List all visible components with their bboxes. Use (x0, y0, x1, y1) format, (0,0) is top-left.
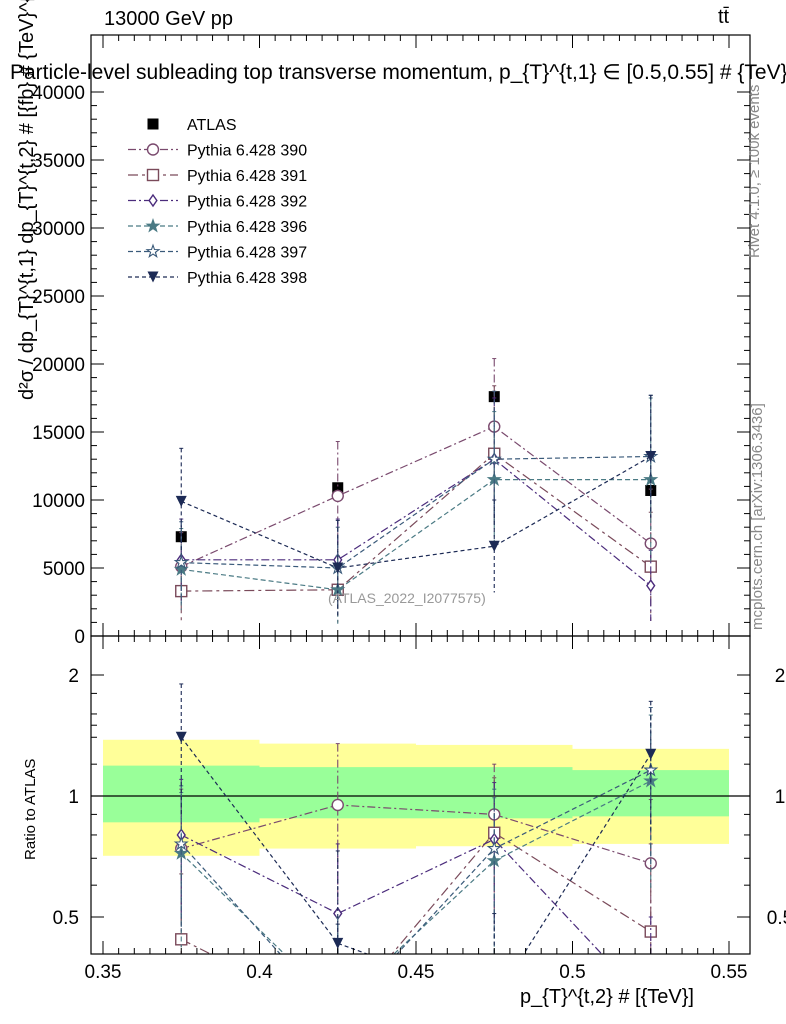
ratio-point-s398 (645, 748, 657, 760)
ratio-line-s392 (181, 834, 603, 954)
legend-marker-s396 (145, 218, 161, 233)
ratio-y-tick-label-right: 0.5 (767, 908, 786, 929)
main-series-s397 (173, 390, 659, 609)
main-y-tick-label: 20000 (32, 355, 85, 376)
x-axis-label: p_{T}^{t,2} # [{TeV}] (520, 986, 694, 1008)
ratio-y-tick-label: 1 (68, 787, 79, 808)
ratio-frame (90, 635, 751, 955)
main-line-s392 (181, 458, 652, 587)
mcplots-label: mcplots.cern.ch [arXiv:1306.3436] (749, 403, 766, 630)
main-point-s398 (332, 562, 344, 574)
x-tick-label: 0.4 (246, 962, 273, 983)
main-line-s398 (181, 455, 651, 569)
main-series-s398 (175, 394, 657, 616)
ratio-y-tick-label-right: 1 (775, 787, 786, 808)
main-point-s397 (486, 451, 502, 466)
main-y-tick-label: 0 (74, 627, 85, 648)
legend-label-s398: Pythia 6.428 398 (187, 270, 307, 287)
legend-marker-atlas (147, 118, 159, 130)
ratio-y-tick-label-right: 2 (775, 666, 786, 687)
legend-label-s390: Pythia 6.428 390 (187, 143, 307, 160)
ratio-series-s398 (175, 683, 657, 1006)
main-point-s398 (645, 450, 657, 462)
ratio-point-s398 (489, 995, 500, 1006)
chart-title-text: Particle-level subleading top transverse… (10, 61, 786, 84)
legend-label-s391: Pythia 6.428 391 (187, 168, 307, 185)
main-y-tick-label: 40000 (32, 83, 85, 104)
main-point-s398 (175, 495, 187, 507)
legend: ATLAS Pythia 6.428 390 Pythia 6.428 391 Pyt… (128, 117, 307, 287)
ratio-y-tick-label: 2 (68, 666, 79, 687)
ratio-point-s391 (332, 1013, 343, 1024)
x-tick-label: 0.55 (711, 962, 748, 983)
main-line-s391 (181, 453, 652, 592)
ratio-point-s397 (332, 1012, 344, 1023)
ratio-point-s398 (332, 937, 344, 949)
legend-label-s392: Pythia 6.428 392 (187, 194, 307, 211)
main-y-tick-label: 25000 (32, 287, 85, 308)
main-line-s390 (181, 425, 652, 568)
legend-label-s397: Pythia 6.428 397 (187, 245, 307, 262)
main-point-s397 (173, 554, 189, 570)
legend-label-s396: Pythia 6.428 396 (187, 219, 307, 236)
legend-marker-s392 (148, 193, 158, 208)
main-point-s398 (488, 540, 500, 552)
main-point-atlas (332, 482, 344, 494)
chart-title: Particle-level subleading top transverse… (10, 60, 786, 85)
x-tick-label: 0.45 (398, 962, 435, 983)
legend-marker-s397 (145, 243, 161, 258)
main-y-tick-label: 35000 (32, 151, 85, 172)
main-y-tick-label: 15000 (32, 423, 85, 444)
process-label: tt̄ (718, 6, 730, 28)
main-series-atlas (175, 391, 657, 543)
analysis-watermark: (ATLAS_2022_I2077575) (328, 590, 486, 606)
main-line-s396 (181, 479, 651, 591)
main-point-s392 (646, 578, 656, 593)
main-y-tick-label: 10000 (32, 491, 85, 512)
main-y-tick-label: 5000 (43, 559, 85, 580)
x-tick-label: 0.5 (559, 962, 585, 983)
ratio-point-s396 (332, 1000, 344, 1011)
ratio-line-s390 (181, 804, 651, 864)
main-y-tick-label: 30000 (32, 219, 85, 240)
legend-marker-s391 (146, 168, 160, 182)
x-tick-label: 0.35 (85, 962, 122, 983)
ratio-line-s397 (180, 769, 651, 954)
legend-marker-s390 (146, 143, 160, 156)
ratio-point-s398 (175, 731, 187, 743)
ratio-point-s397 (486, 840, 502, 856)
ratio-y-tick-label: 0.5 (53, 908, 79, 929)
ratio-line-s391 (181, 832, 652, 954)
legend-label-atlas: ATLAS (187, 117, 237, 134)
axes: 0 5000 10000 15000 20000 25000 30000 35000 40000… (32, 34, 786, 983)
ratio-uncertainty-bands (103, 739, 729, 856)
main-series-s392 (176, 397, 656, 622)
main-line-s397 (181, 455, 651, 569)
main-plot-area (173, 358, 659, 624)
main-point-s390 (331, 489, 344, 503)
ratio-y-axis-label: Ratio to ATLAS (22, 758, 39, 860)
ratio-point-s397 (173, 835, 189, 851)
legend-marker-s398 (147, 271, 159, 283)
ratio-line-s398 (180, 736, 652, 954)
rivet-version-label: Rivet 4.1.0, ≥ 100k events (746, 84, 763, 258)
energy-label: 13000 GeV pp (104, 8, 233, 30)
ratio-plot-area (91, 683, 750, 1024)
ratio-line-s396 (180, 780, 651, 954)
main-series-s391 (175, 385, 657, 623)
ratio-point-s390 (331, 798, 344, 812)
main-y-axis-label: d²σ / dp_{T}^{t,1} dp_{T}^{t,2} # [{fb} … (16, 0, 38, 400)
